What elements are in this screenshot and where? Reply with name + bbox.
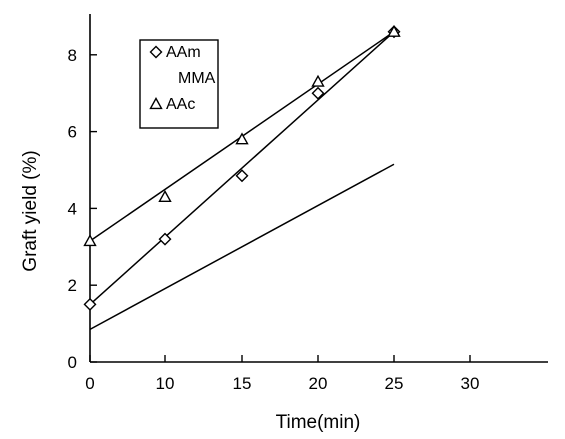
y-tick-label: 0	[68, 353, 77, 372]
legend-label-aam: AAm	[166, 44, 201, 61]
y-tick-label: 8	[68, 46, 77, 65]
x-tick-label: 30	[461, 374, 480, 393]
legend-label-mma: MMA	[178, 70, 216, 87]
y-tick-label: 2	[68, 276, 77, 295]
y-axis-title: Graft yield (%)	[20, 150, 41, 271]
point-aac	[387, 24, 401, 37]
legend: AAm MMA AAc	[139, 39, 219, 129]
point-aam	[235, 169, 249, 183]
plot-area	[83, 24, 401, 331]
x-tick-label: 25	[385, 374, 404, 393]
x-tick-label: 10	[156, 374, 175, 393]
point-aac	[235, 132, 249, 145]
point-aam	[83, 297, 97, 311]
point-aac	[311, 74, 325, 87]
series-line-aam	[89, 31, 395, 305]
point-aac	[158, 189, 172, 202]
x-tick-label: 20	[309, 374, 328, 393]
series-line-mma	[89, 163, 395, 331]
x-tick-label: 0	[85, 374, 94, 393]
axes: 0 2 4 6 8 0 10 15 20 25 30	[68, 14, 548, 393]
y-tick-label: 6	[68, 123, 77, 142]
y-tick-label: 4	[68, 199, 77, 218]
x-tick-label: 15	[233, 374, 252, 393]
x-axis-title: Time(min)	[276, 412, 361, 433]
point-aac	[83, 234, 97, 247]
legend-marker-aam	[149, 45, 163, 59]
legend-label-aac: AAc	[166, 96, 195, 113]
point-aam	[311, 86, 325, 100]
point-aam	[158, 232, 172, 246]
legend-marker-aac	[149, 97, 163, 110]
